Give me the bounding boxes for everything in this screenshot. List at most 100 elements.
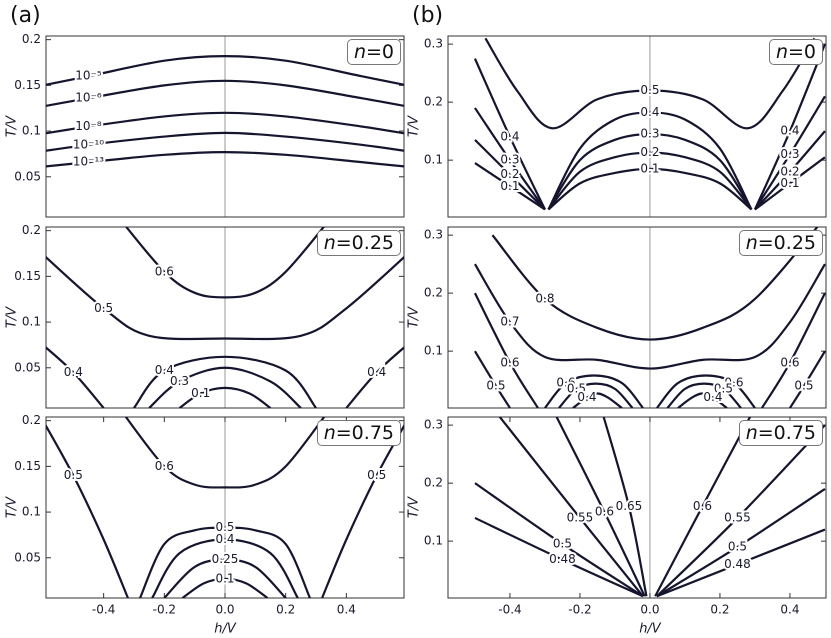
contour-label: 0.4 bbox=[367, 365, 386, 379]
contour-label: 10⁻⁵ bbox=[75, 69, 102, 83]
contour-line bbox=[754, 130, 826, 211]
contour-line bbox=[558, 382, 634, 408]
contour-line bbox=[474, 162, 546, 211]
y-tick-label: 0.2 bbox=[22, 223, 41, 237]
panel-label: (a) bbox=[10, 3, 41, 28]
contour-label: 0.6 bbox=[155, 459, 174, 473]
contours bbox=[473, 37, 826, 211]
x-tick-label: 0.4 bbox=[337, 603, 356, 617]
contour-line bbox=[547, 111, 753, 210]
contour-label: 0.3 bbox=[640, 127, 659, 141]
contour-line bbox=[761, 292, 826, 408]
plot-frame bbox=[447, 226, 827, 409]
contour-label: 0.5 bbox=[367, 468, 386, 482]
contour-line bbox=[572, 392, 623, 408]
contour-label: 0.5 bbox=[640, 83, 659, 97]
contour-line bbox=[474, 482, 644, 598]
contour-label: 0.1 bbox=[780, 176, 799, 190]
contour-line bbox=[345, 346, 404, 408]
contour-line bbox=[666, 382, 742, 408]
x-tick-label: -0.4 bbox=[498, 603, 521, 617]
contour-line bbox=[474, 263, 826, 370]
x-tick-label: -0.4 bbox=[92, 603, 115, 617]
y-axis-label: T/V bbox=[407, 115, 422, 137]
contour-label: 0.5 bbox=[486, 378, 505, 392]
n-annotation: n=0.75 bbox=[738, 420, 823, 446]
contour-label: 0.2 bbox=[780, 164, 799, 178]
contour-label: 0.48 bbox=[549, 552, 576, 566]
contour-label: 0.4 bbox=[215, 532, 234, 546]
x-tick-label: 0.0 bbox=[215, 603, 234, 617]
contour-label: 0.3 bbox=[500, 153, 519, 167]
contour-line bbox=[139, 526, 311, 598]
panel-label: (b) bbox=[412, 3, 443, 28]
y-tick-label: 0.05 bbox=[14, 360, 41, 374]
contour-label: 0.55 bbox=[567, 510, 594, 524]
y-tick-label: 0.2 bbox=[424, 95, 443, 109]
contour-line bbox=[46, 150, 404, 168]
contour-line bbox=[148, 366, 302, 408]
y-tick-label: 0.15 bbox=[14, 78, 41, 92]
contour-line bbox=[133, 355, 317, 408]
contour-label: 0.4 bbox=[780, 124, 799, 138]
y-tick-label: 0.2 bbox=[22, 413, 41, 427]
y-tick-label: 0.1 bbox=[22, 315, 41, 329]
contour-label: 10⁻⁶ bbox=[75, 91, 102, 105]
contour-line bbox=[789, 350, 826, 408]
contour-label: 10⁻¹³ bbox=[73, 155, 104, 169]
y-tick-label: 0.2 bbox=[424, 286, 443, 300]
y-tick-label: 0.1 bbox=[424, 153, 443, 167]
contour-line bbox=[124, 227, 326, 299]
x-tick-label: 0.4 bbox=[780, 603, 799, 617]
contour-label: 0.65 bbox=[616, 499, 643, 513]
contour-line bbox=[544, 374, 644, 408]
contour-line bbox=[46, 423, 129, 598]
contour-label: 0.6 bbox=[724, 376, 743, 390]
contour-label: 0.5 bbox=[94, 301, 113, 315]
contour-line bbox=[124, 417, 326, 489]
contour-label: 0.1 bbox=[640, 161, 659, 175]
n-annotation: n=0 bbox=[768, 39, 823, 65]
x-axis-label: h/V bbox=[639, 622, 662, 637]
contour-label: 0.5 bbox=[794, 378, 813, 392]
y-tick-label: 0.15 bbox=[14, 459, 41, 473]
y-tick-label: 0.2 bbox=[22, 32, 41, 46]
y-tick-label: 0.1 bbox=[22, 505, 41, 519]
contour-line bbox=[46, 346, 105, 408]
contour-line bbox=[321, 423, 404, 598]
contour-label: 0.6 bbox=[595, 505, 614, 519]
y-tick-label: 0.05 bbox=[14, 550, 41, 564]
contour-line bbox=[46, 79, 404, 107]
contour-line bbox=[46, 131, 404, 152]
contour-label: 0.48 bbox=[724, 557, 751, 571]
contour-label: 0.4 bbox=[155, 363, 174, 377]
y-tick-label: 0.3 bbox=[424, 37, 443, 51]
x-tick-label: 0.2 bbox=[710, 603, 729, 617]
contour-label: 0.3 bbox=[170, 374, 189, 388]
contour-line bbox=[547, 151, 753, 211]
y-tick-label: 0.2 bbox=[424, 476, 443, 490]
contour-line bbox=[754, 95, 826, 211]
contour-line bbox=[474, 516, 644, 598]
plot-frame bbox=[45, 226, 405, 409]
x-tick-label: 0.2 bbox=[276, 603, 295, 617]
n-annotation: n=0.25 bbox=[316, 230, 401, 256]
contours bbox=[46, 227, 404, 408]
contour-label: 0.6 bbox=[500, 355, 519, 369]
x-axis-label: h/V bbox=[214, 622, 237, 637]
contour-label: 0.4 bbox=[640, 105, 659, 119]
contour-line bbox=[491, 227, 819, 341]
contour-line bbox=[677, 392, 728, 408]
contour-label: 0.55 bbox=[724, 510, 751, 524]
contour-label: 0.1 bbox=[191, 386, 210, 400]
n-annotation: n=0 bbox=[346, 39, 401, 65]
y-tick-label: 0.1 bbox=[424, 534, 443, 548]
contour-line bbox=[178, 386, 272, 408]
contour-label: 0.4 bbox=[577, 390, 596, 404]
contour-line bbox=[163, 558, 287, 598]
contour-label: 10⁻¹⁰ bbox=[73, 137, 104, 151]
contour-label: 0.7 bbox=[500, 315, 519, 329]
contour-line bbox=[656, 528, 826, 598]
y-tick-label: 0.1 bbox=[22, 124, 41, 138]
y-axis-label: T/V bbox=[5, 306, 20, 328]
